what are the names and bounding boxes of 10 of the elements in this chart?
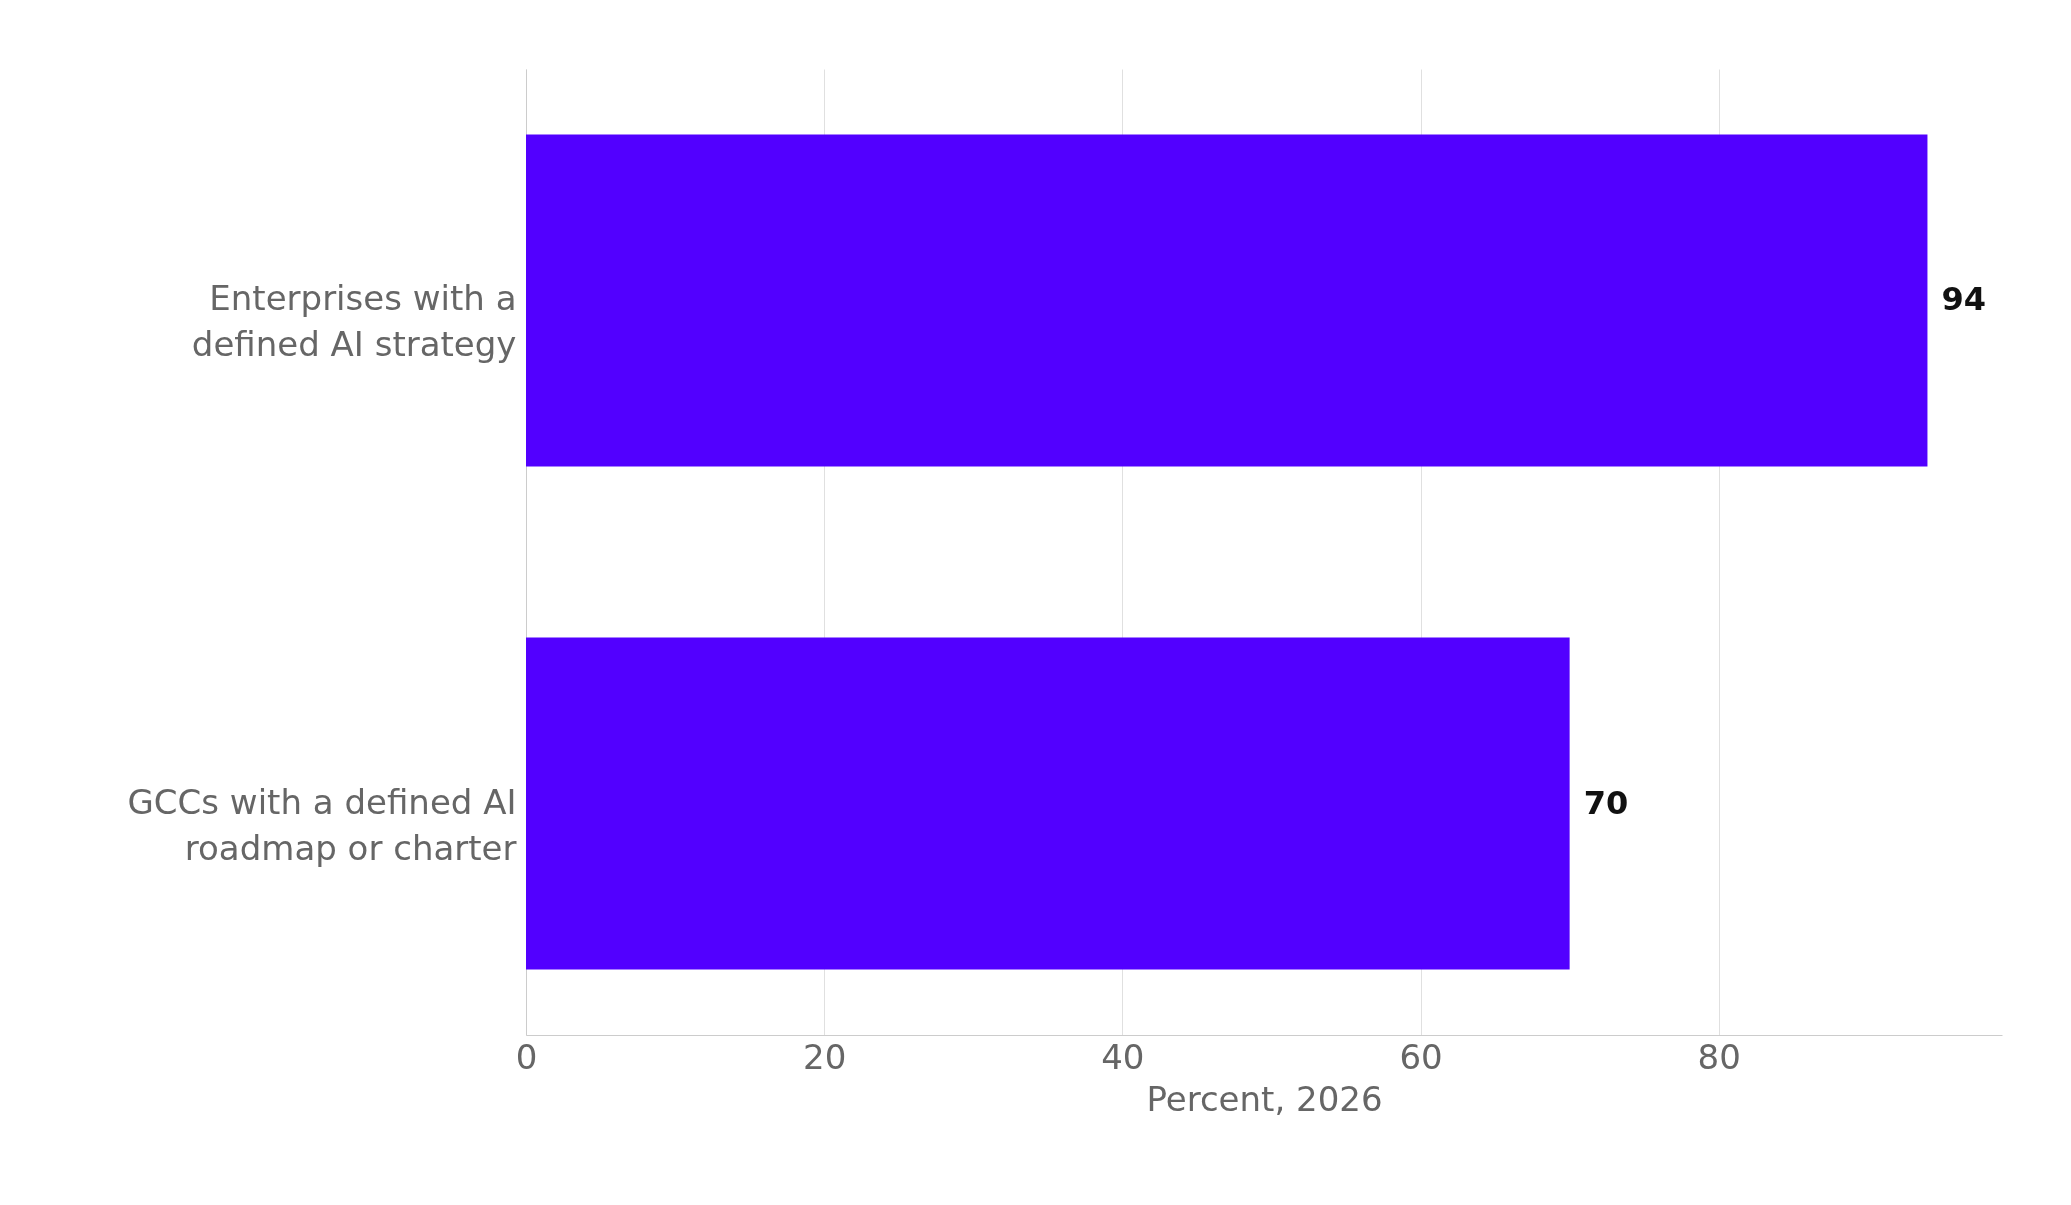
x-tick-label: 60 [1399, 1036, 1443, 1077]
y-tick-label: Enterprises with a defined AI strategy [191, 278, 517, 365]
data-label: 70 [1583, 783, 1629, 822]
x-tick-label: 80 [1697, 1036, 1741, 1077]
data-label: 94 [1941, 280, 1986, 319]
y-tick-label: GCCs with a defined AI roadmap or charter [127, 781, 517, 868]
x-tick-label: 20 [803, 1036, 847, 1077]
x-tick-label: 40 [1101, 1036, 1145, 1077]
x-tick-label: 0 [515, 1036, 538, 1077]
x-axis-title: Percent, 2026 [1146, 1078, 1383, 1119]
